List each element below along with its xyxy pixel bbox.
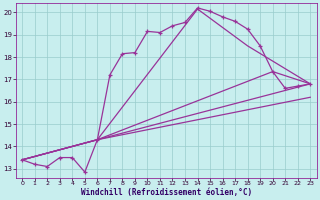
- X-axis label: Windchill (Refroidissement éolien,°C): Windchill (Refroidissement éolien,°C): [81, 188, 252, 197]
